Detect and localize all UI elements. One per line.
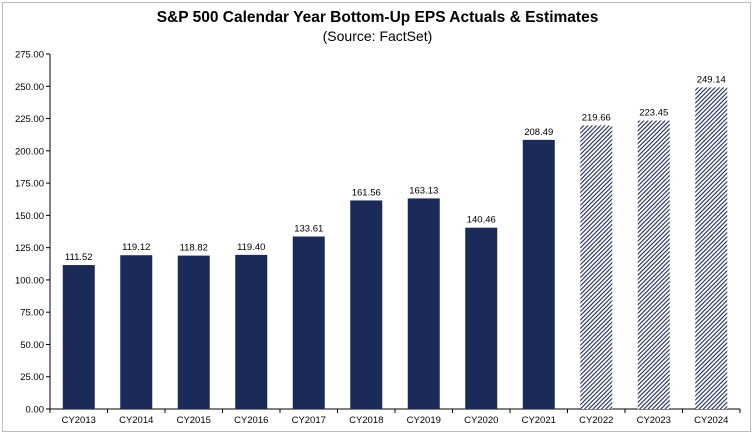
y-tick-label: 150.00 bbox=[15, 211, 44, 222]
chart-title: S&P 500 Calendar Year Bottom-Up EPS Actu… bbox=[156, 9, 599, 26]
data-label: 208.49 bbox=[524, 127, 553, 138]
bar-cy2021 bbox=[522, 139, 555, 409]
y-tick-label: 100.00 bbox=[15, 275, 44, 286]
y-tick-label: 25.00 bbox=[20, 372, 44, 383]
bar-cy2017 bbox=[292, 236, 325, 409]
data-label: 119.12 bbox=[122, 242, 150, 253]
x-tick-label: CY2023 bbox=[637, 415, 671, 426]
x-tick-label: CY2021 bbox=[522, 415, 556, 426]
x-tick-label: CY2016 bbox=[234, 415, 268, 426]
bar-cy2015 bbox=[177, 255, 210, 409]
y-tick-label: 75.00 bbox=[20, 308, 44, 319]
x-tick-label: CY2017 bbox=[292, 415, 326, 426]
y-tick-label: 0.00 bbox=[26, 405, 45, 416]
y-tick-label: 225.00 bbox=[15, 114, 44, 125]
data-label: 118.82 bbox=[180, 243, 208, 254]
bar-cy2013 bbox=[62, 265, 95, 409]
axes: 0.00 25.00 50.00 75.00 100.00 125.00 150.00 175… bbox=[15, 50, 741, 416]
data-label: 111.52 bbox=[65, 252, 93, 263]
chart-subtitle: (Source: FactSet) bbox=[322, 28, 433, 44]
bar-cy2014 bbox=[120, 255, 153, 409]
bar-cy2019 bbox=[407, 198, 440, 409]
y-tick-label: 200.00 bbox=[15, 146, 44, 157]
y-tick-label: 275.00 bbox=[15, 50, 44, 61]
x-tick-label: CY2024 bbox=[694, 415, 728, 426]
data-label: 119.40 bbox=[237, 242, 265, 253]
x-tick-label: CY2018 bbox=[349, 415, 383, 426]
y-tick-label: 175.00 bbox=[15, 179, 44, 190]
bar-cy2018 bbox=[350, 200, 383, 409]
bars bbox=[62, 87, 728, 410]
data-label: 163.13 bbox=[409, 185, 438, 196]
bar-cy2022 bbox=[580, 125, 613, 410]
bar-cy2024 bbox=[695, 87, 728, 410]
data-labels: CY2013 111.52 CY2014 119.12 CY2015 118.82 CY20… bbox=[62, 74, 729, 426]
data-label: 219.66 bbox=[582, 112, 611, 123]
x-tick-label: CY2014 bbox=[119, 415, 153, 426]
bar-cy2016 bbox=[235, 254, 268, 409]
y-tick-label: 50.00 bbox=[20, 340, 44, 351]
data-label: 133.61 bbox=[294, 224, 323, 235]
x-tick-label: CY2013 bbox=[62, 415, 96, 426]
data-label: 249.14 bbox=[697, 74, 726, 85]
x-tick-label: CY2020 bbox=[464, 415, 498, 426]
data-label: 161.56 bbox=[352, 187, 381, 198]
bar-cy2020 bbox=[465, 227, 498, 409]
x-tick-label: CY2022 bbox=[579, 415, 613, 426]
x-tick-label: CY2015 bbox=[177, 415, 211, 426]
y-tick-label: 250.00 bbox=[15, 82, 44, 93]
data-label: 140.46 bbox=[467, 215, 496, 226]
bar-cy2023 bbox=[637, 120, 670, 410]
x-tick-label: CY2019 bbox=[407, 415, 441, 426]
y-tick-label: 125.00 bbox=[15, 243, 44, 254]
data-label: 223.45 bbox=[639, 108, 668, 119]
